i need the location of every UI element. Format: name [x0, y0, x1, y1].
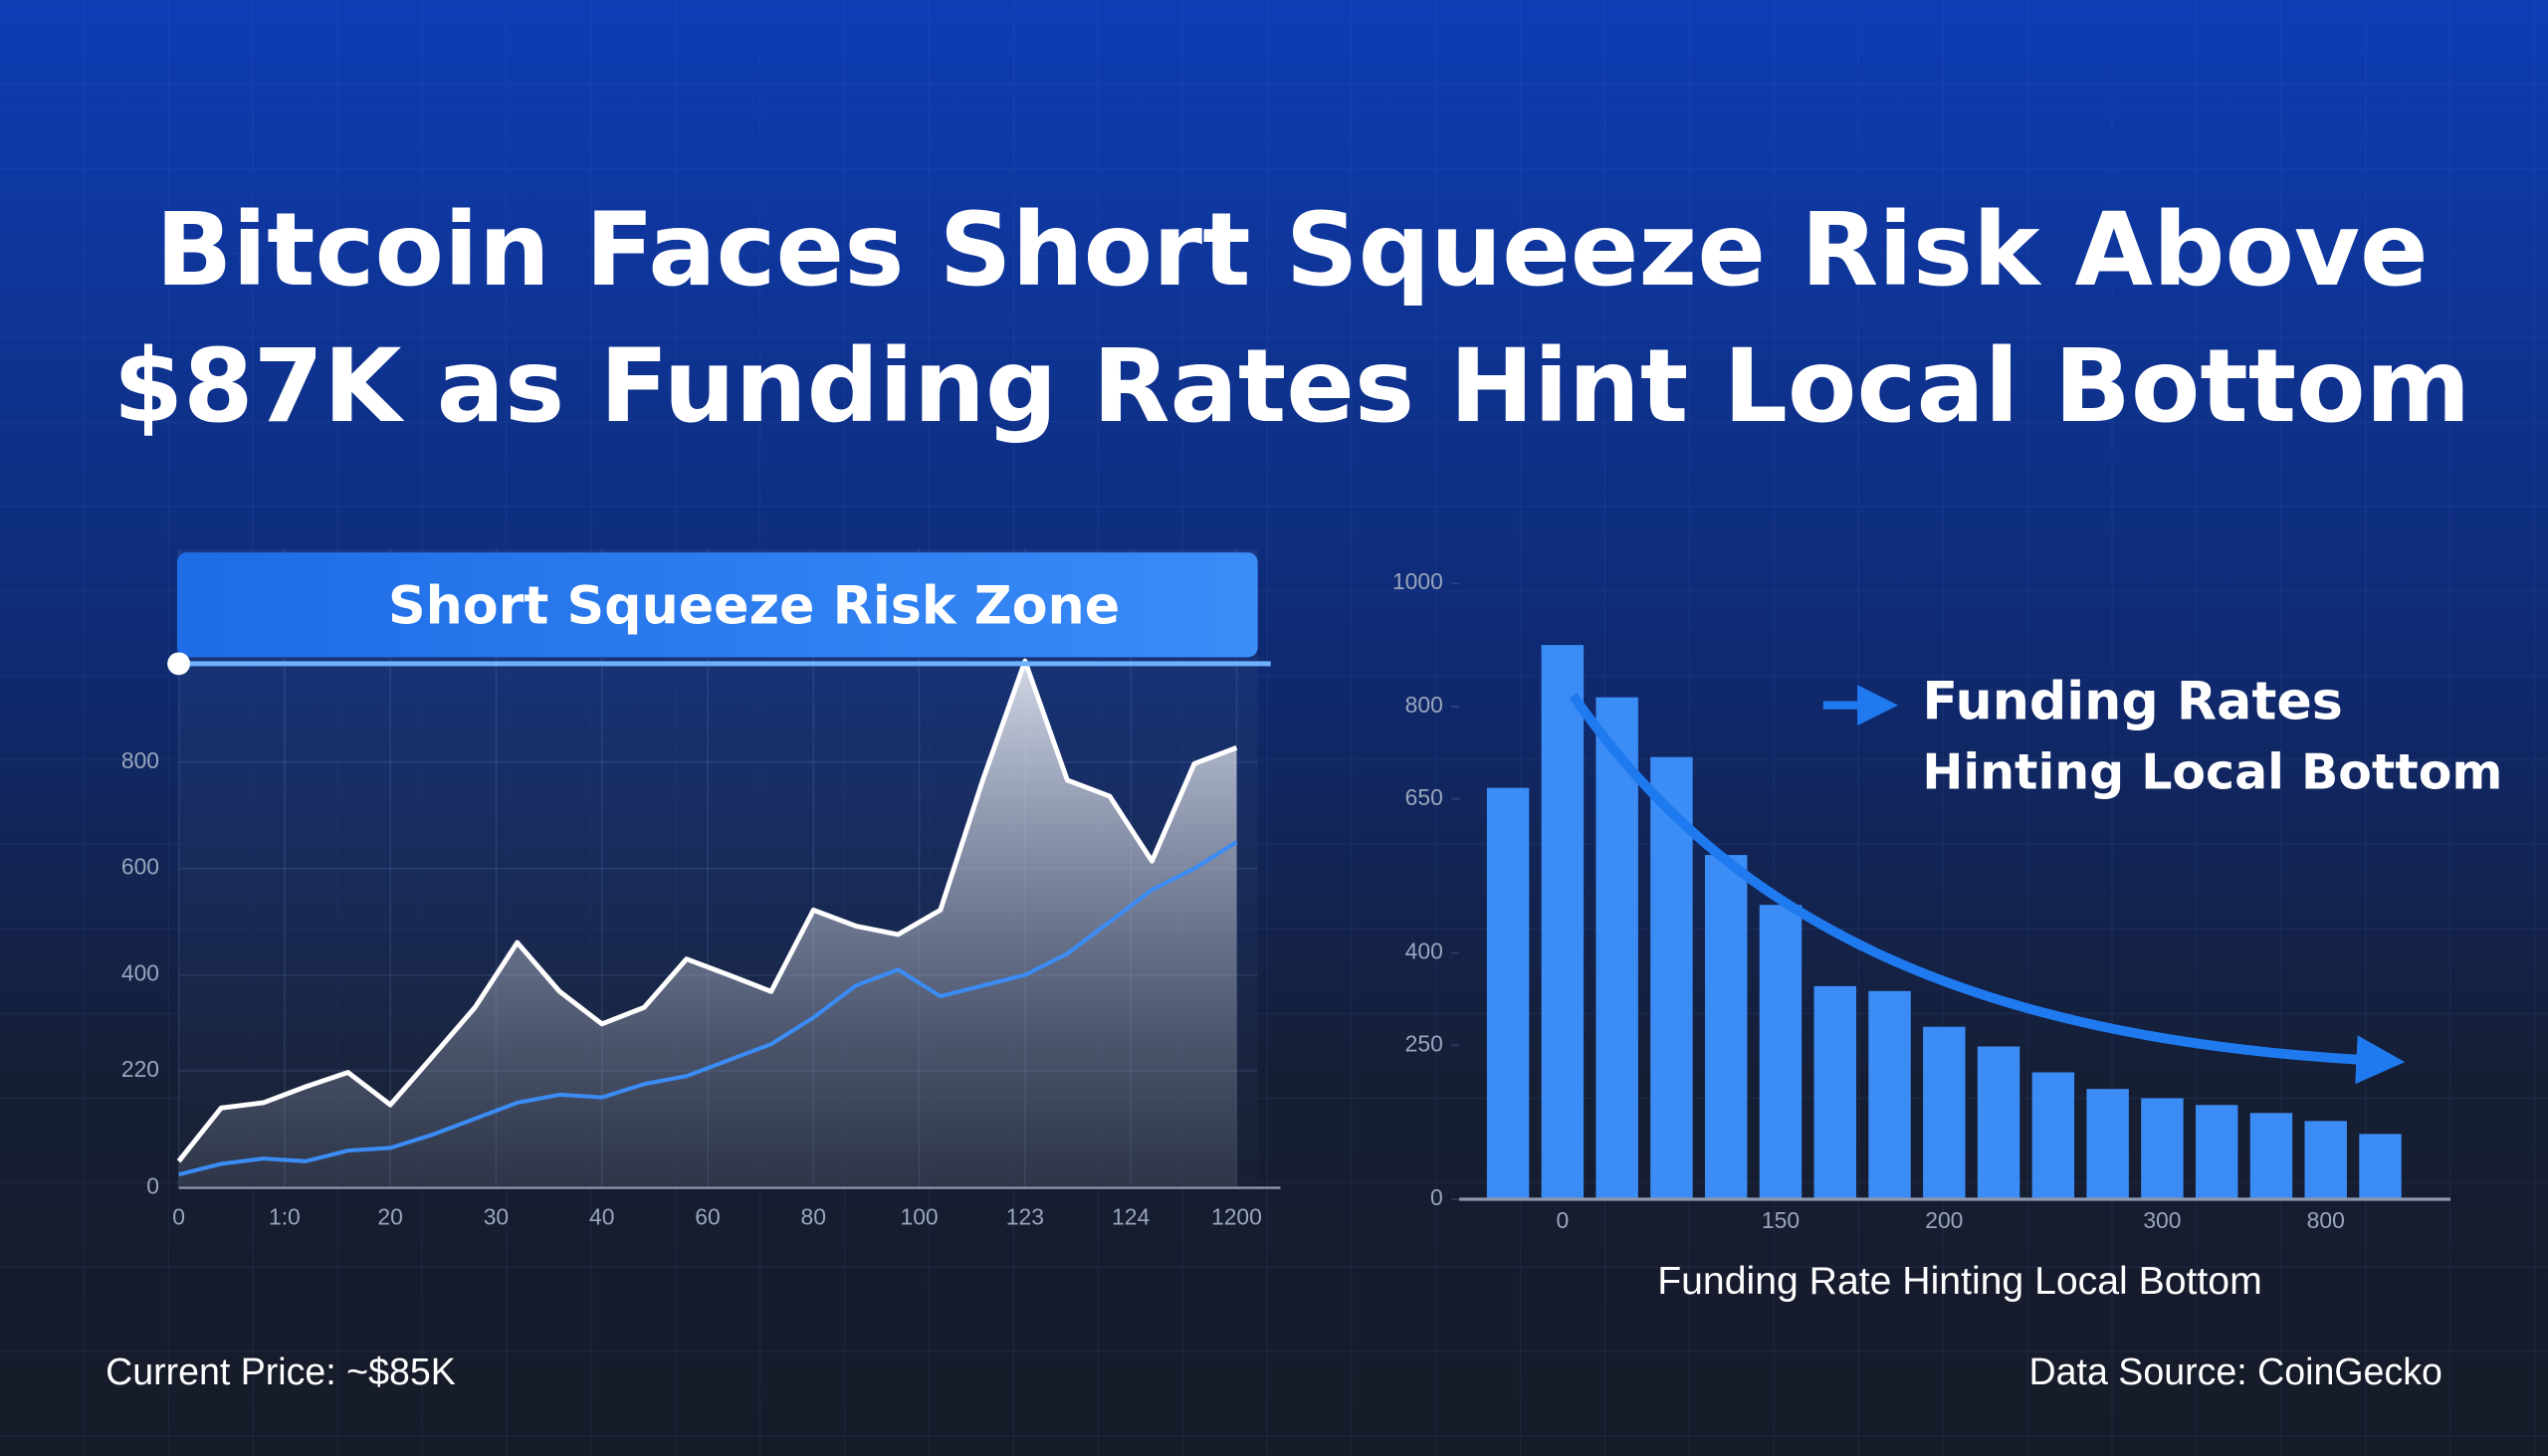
x-tick-label: 300 [2143, 1207, 2181, 1233]
zone-label: Short Squeeze Risk Zone [388, 576, 1120, 636]
annotation: Hinting Local Bottom [1922, 743, 2502, 800]
bar [1868, 990, 1911, 1199]
bar [1759, 905, 1803, 1199]
x-tick-label: 30 [484, 1204, 509, 1230]
x-tick-label: 124 [1112, 1204, 1150, 1230]
x-tick-label: 150 [1762, 1207, 1800, 1233]
threshold-dot [167, 652, 191, 676]
y-tick-label: 800 [1405, 692, 1443, 718]
footer-price: Current Price: ~$85K [106, 1351, 456, 1392]
x-tick-label: 123 [1006, 1204, 1044, 1230]
line [178, 840, 1238, 1177]
x-tick-label: 1:0 [269, 1204, 301, 1230]
y-tick-label: 600 [121, 854, 159, 880]
line [176, 658, 1238, 1163]
x-tick-label: 40 [589, 1204, 614, 1230]
price-chart: 0 220 400 600 800 0 1:0 20 30 40 60 80 100 123 124 1200… [121, 548, 1281, 1230]
bar [2304, 1121, 2347, 1199]
bar [1541, 645, 1585, 1199]
bar [2249, 1113, 2293, 1199]
annotation: Funding Rates [1922, 673, 2342, 732]
x-tick-label: 60 [695, 1204, 720, 1230]
bar [1977, 1046, 2020, 1199]
bar [1704, 855, 1748, 1199]
y-tick-label: 250 [1405, 1030, 1443, 1056]
x-axis-label: Funding Rate Hinting Local Bottom [1657, 1260, 2262, 1303]
footer-source: Data Source: CoinGecko [2029, 1351, 2442, 1392]
funding-chart: 0 250 400 650 800 1000 0 150 200 300 800 Funding Ra… [1392, 568, 2502, 1303]
trend-arrow [1569, 693, 2406, 1085]
y-tick-label: 220 [121, 1056, 159, 1082]
zone-header [176, 552, 1258, 658]
x-tick-label: 80 [801, 1204, 826, 1230]
y-tick-label: 650 [1405, 784, 1443, 810]
x-tick-label: 20 [377, 1204, 402, 1230]
x-tick-label: 0 [172, 1204, 185, 1230]
bar [1486, 787, 1530, 1199]
y-tick-label: 400 [121, 960, 159, 986]
bar [1595, 697, 1638, 1199]
area [178, 661, 1237, 1188]
bar [2359, 1134, 2402, 1199]
y-tick-label: 800 [121, 747, 159, 773]
x-tick-label: 0 [1557, 1207, 1570, 1233]
bar [2195, 1105, 2238, 1199]
bar [1923, 1026, 1966, 1199]
y-tick-label: 1000 [1392, 568, 1443, 594]
bar [1813, 985, 1856, 1199]
title-line: $87K as Funding Rates Hint Local Bottom [113, 327, 2470, 445]
x-tick-label: 100 [901, 1204, 939, 1230]
title-line: Bitcoin Faces Short Squeeze Risk Above [155, 191, 2428, 309]
x-tick-label: 200 [1925, 1207, 1963, 1233]
bar [2031, 1072, 2075, 1199]
x-tick-label: 800 [2307, 1207, 2345, 1233]
y-tick-label: 400 [1405, 937, 1443, 963]
bar [2086, 1089, 2129, 1199]
bar [2141, 1098, 2184, 1199]
y-tick-label: 0 [1430, 1184, 1443, 1210]
x-tick-label: 1200 [1211, 1204, 1262, 1230]
y-tick-label: 0 [146, 1173, 159, 1199]
